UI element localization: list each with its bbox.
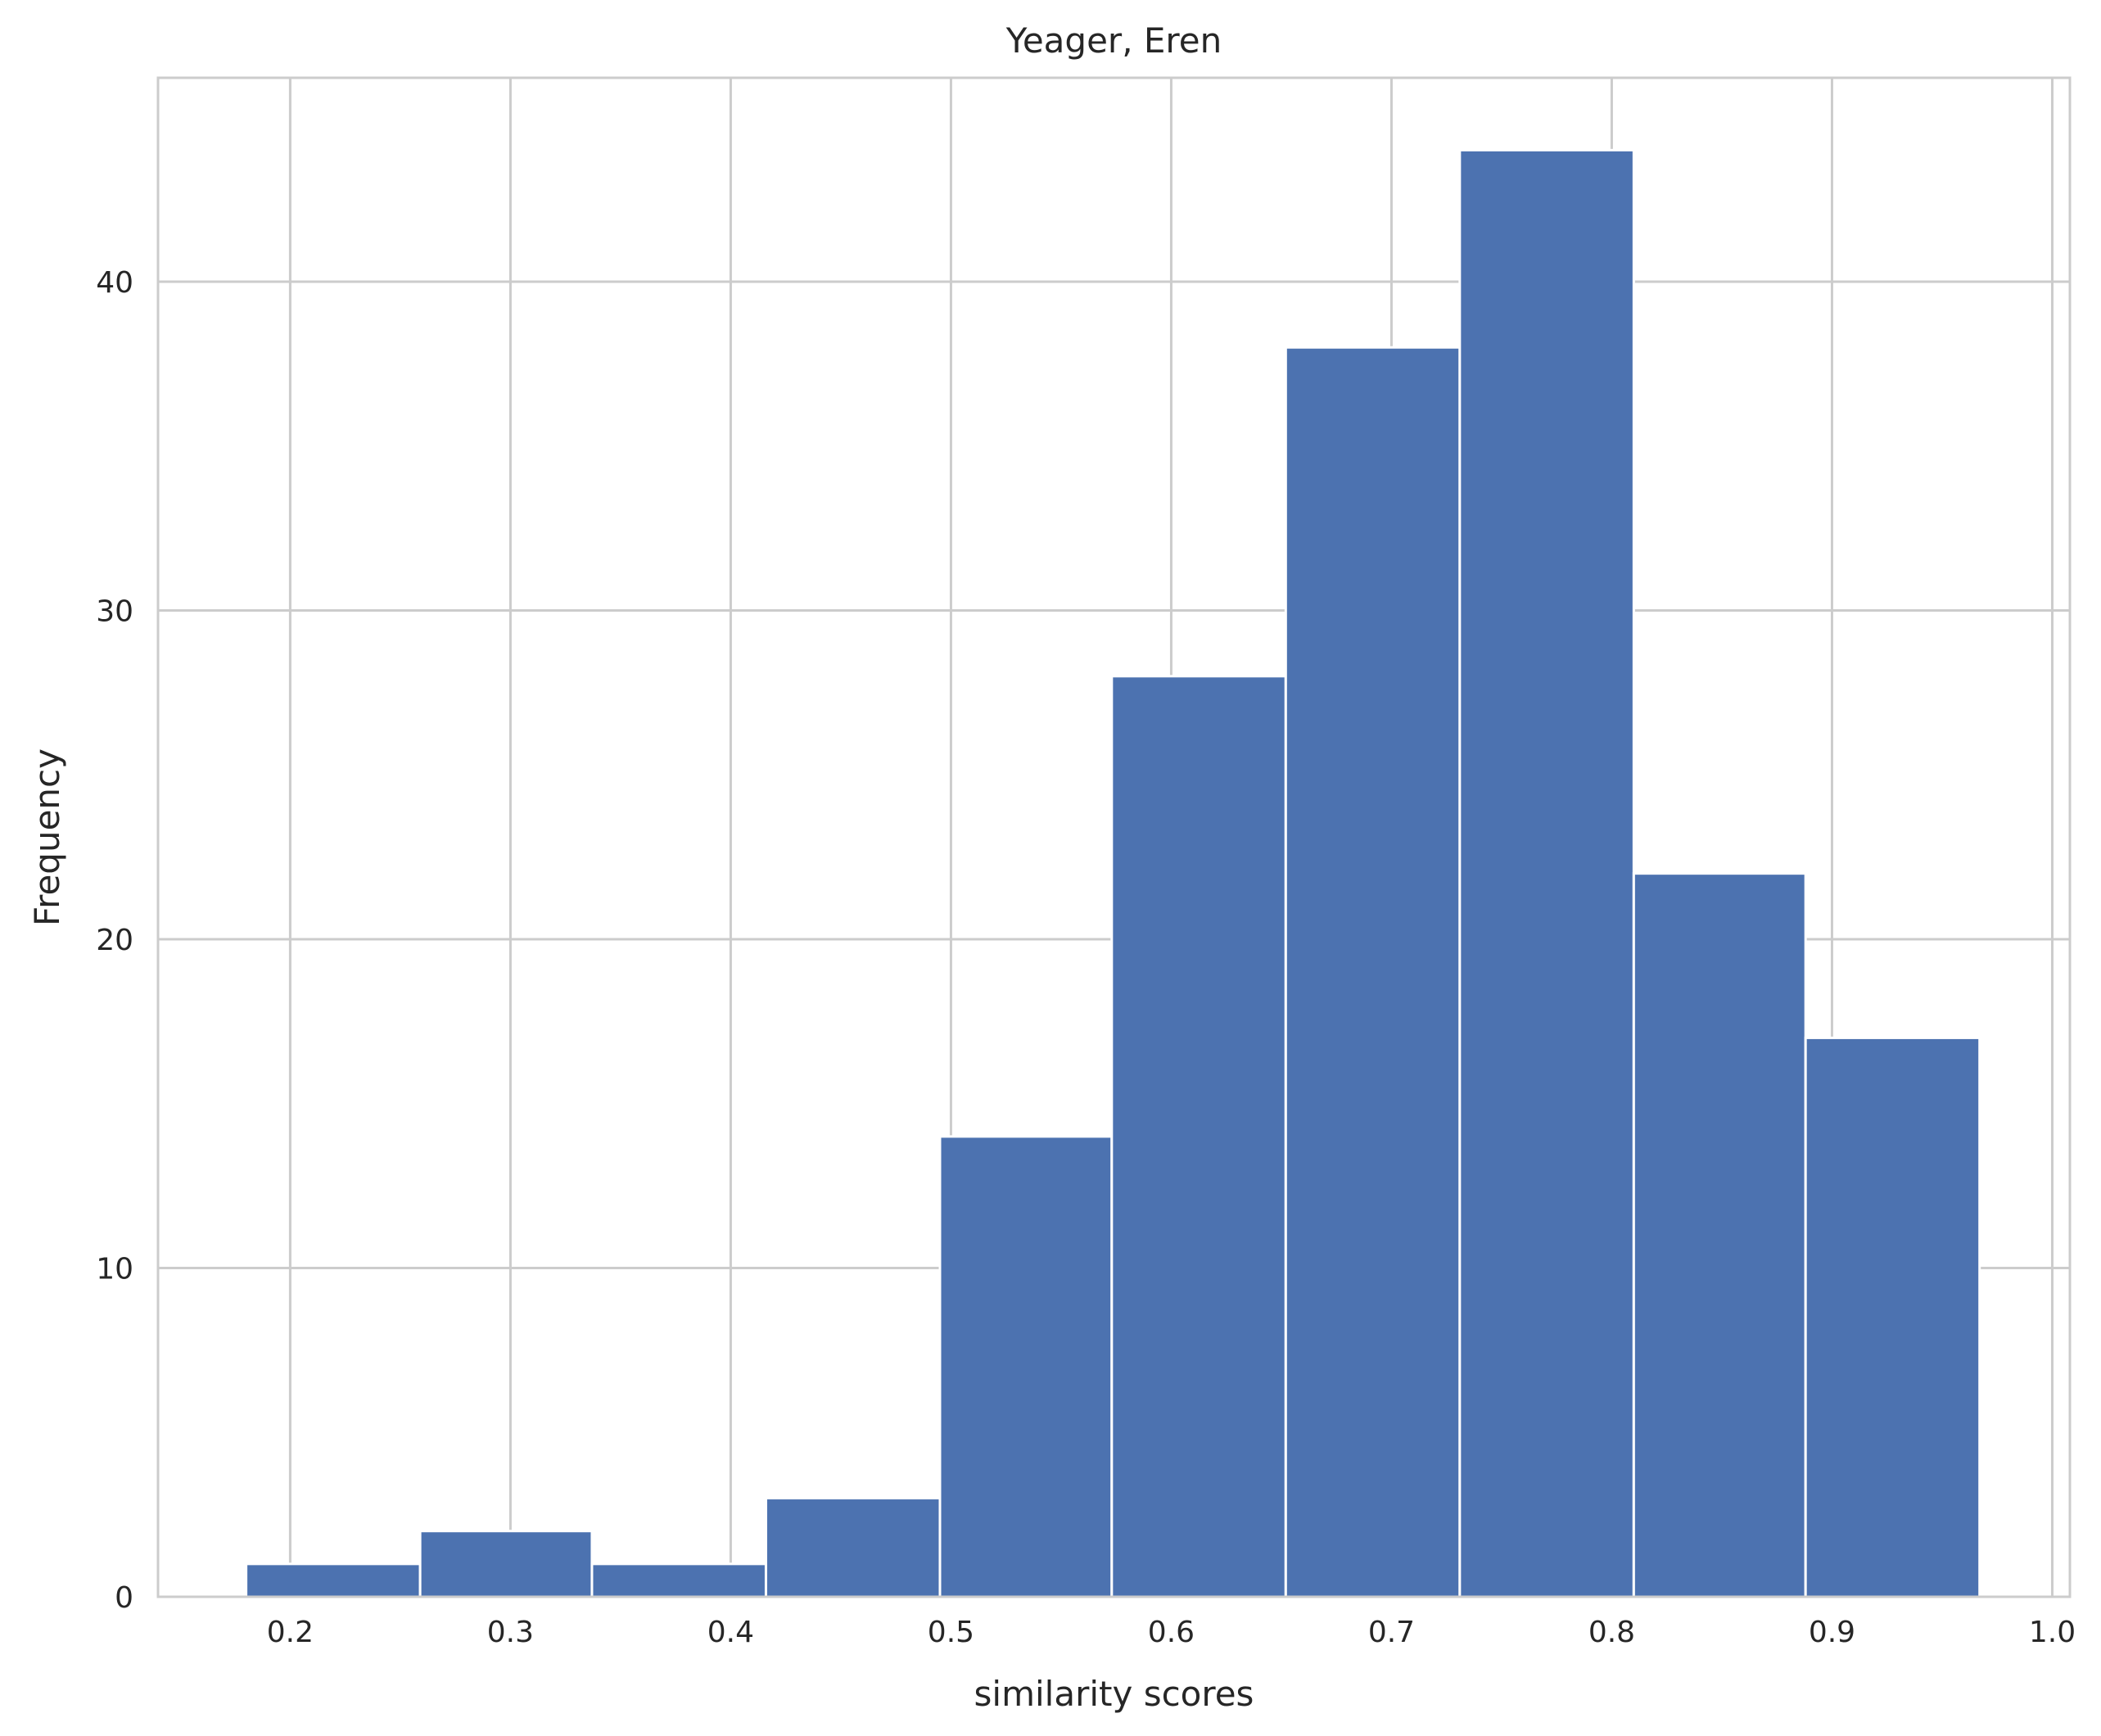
x-tick-label: 0.3 bbox=[487, 1616, 534, 1649]
histogram-bar bbox=[1284, 346, 1462, 1598]
x-tick-label: 0.6 bbox=[1148, 1616, 1195, 1649]
y-tick-label: 40 bbox=[96, 266, 133, 300]
y-axis-title: Frequency bbox=[27, 748, 67, 926]
x-tick-label: 0.7 bbox=[1368, 1616, 1415, 1649]
histogram-bar bbox=[418, 1530, 594, 1598]
x-tick-label: 0.9 bbox=[1809, 1616, 1855, 1649]
x-tick-label: 0.2 bbox=[267, 1616, 314, 1649]
y-tick-label: 30 bbox=[96, 594, 133, 628]
histogram-bar bbox=[938, 1135, 1114, 1598]
histogram-bar bbox=[764, 1497, 942, 1598]
x-tick-label: 1.0 bbox=[2029, 1616, 2076, 1649]
histogram-bar bbox=[590, 1562, 767, 1598]
x-tick-labels: 0.2 0.3 0.4 0.5 0.6 0.7 0.8 0.9 1.0 bbox=[267, 1616, 2076, 1649]
histogram-bar bbox=[1804, 1036, 1981, 1598]
x-tick-label: 0.4 bbox=[707, 1616, 754, 1649]
histogram-bar bbox=[1110, 675, 1287, 1598]
x-tick-label: 0.8 bbox=[1588, 1616, 1635, 1649]
x-tick-label: 0.5 bbox=[928, 1616, 974, 1649]
x-axis-title: similarity scores bbox=[974, 1674, 1254, 1714]
chart-title: Yeager, Eren bbox=[1005, 20, 1222, 61]
histogram-bar bbox=[1632, 872, 1807, 1598]
y-tick-labels: 0 10 20 30 40 bbox=[96, 266, 133, 1615]
histogram-bars bbox=[245, 148, 1981, 1598]
y-tick-label: 10 bbox=[96, 1252, 133, 1286]
histogram-bar bbox=[1458, 148, 1635, 1598]
y-tick-label: 0 bbox=[115, 1581, 133, 1615]
histogram-bar bbox=[245, 1562, 422, 1598]
y-tick-label: 20 bbox=[96, 924, 133, 957]
plot-frame bbox=[156, 76, 2072, 1598]
